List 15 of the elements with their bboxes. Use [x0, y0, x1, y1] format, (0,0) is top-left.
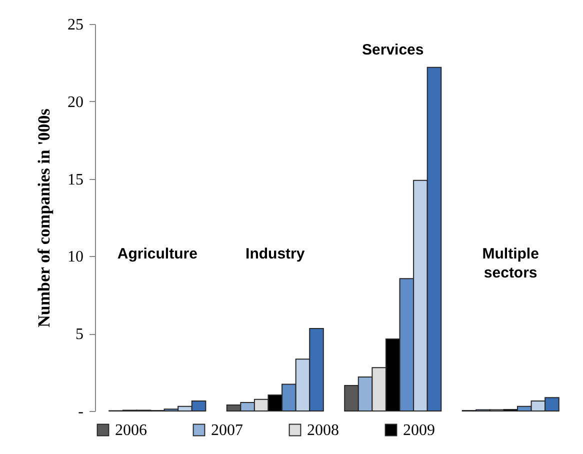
x-tick-label: Services — [362, 41, 424, 58]
y-tick-label: 20 — [68, 94, 84, 111]
x-tick-label: Industry — [246, 246, 306, 263]
y-tick-label: 10 — [68, 248, 84, 266]
legend-label: 2007 — [211, 422, 243, 439]
y-tick-label: 5 — [76, 326, 84, 344]
x-tick-label: Agriculture — [117, 246, 198, 263]
legend-label: 2006 — [115, 422, 147, 439]
y-tick-label: 15 — [68, 171, 84, 188]
y-axis-title: Number of companies in '000s — [34, 108, 54, 328]
legend-label: 2009 — [403, 422, 435, 439]
x-tick-label: Multiple sectors — [482, 246, 539, 282]
y-tick-label: 25 — [68, 16, 84, 34]
legend-label: 2008 — [307, 422, 339, 439]
y-tick-label: - — [78, 404, 84, 420]
